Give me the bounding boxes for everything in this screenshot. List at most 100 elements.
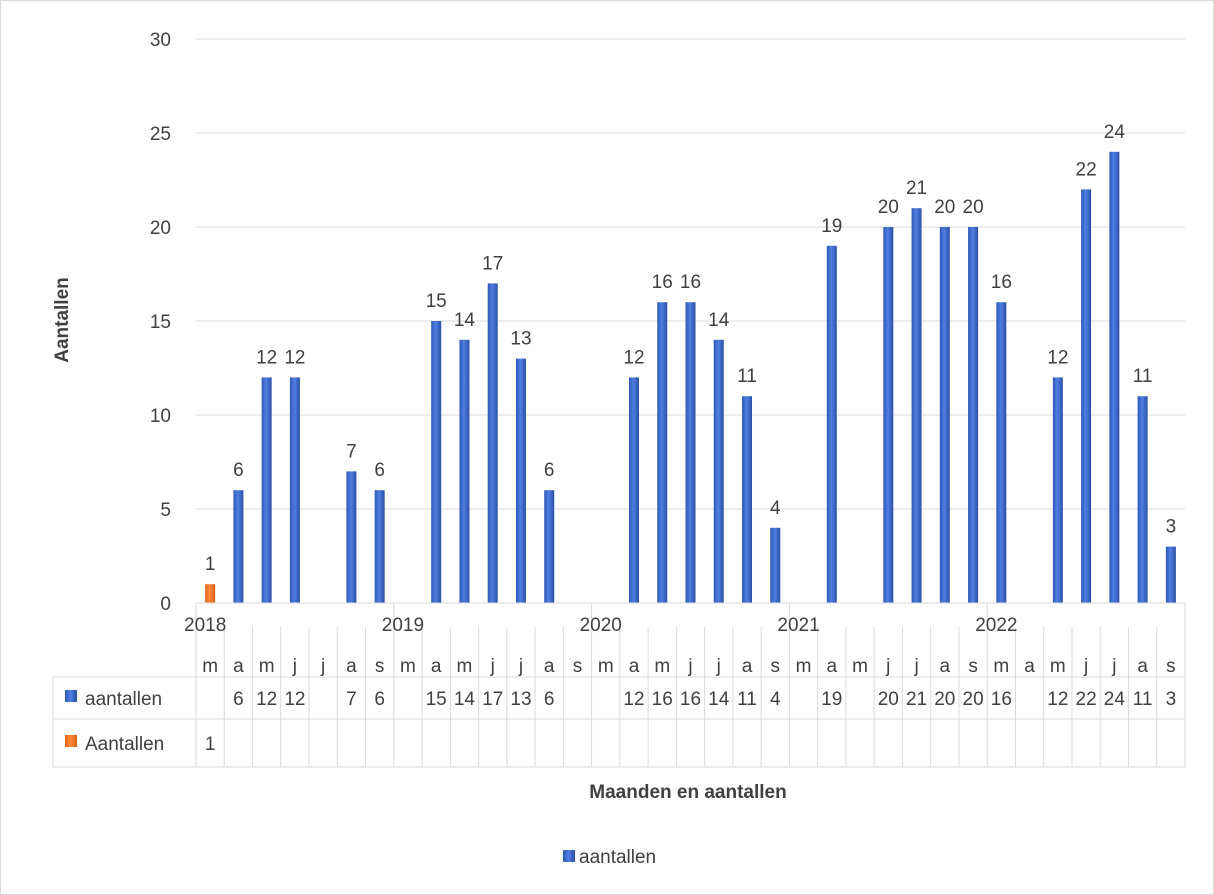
table-cell: 22 (1076, 689, 1097, 710)
month-label: j (716, 656, 721, 677)
data-label: 6 (233, 460, 244, 481)
table-cell: 14 (454, 689, 476, 710)
month-label: s (375, 656, 385, 677)
year-label: 2022 (975, 615, 1017, 636)
bar (685, 302, 696, 603)
month-label: a (431, 656, 442, 677)
month-label: a (1137, 656, 1148, 677)
y-tick-label: 25 (150, 124, 171, 145)
data-label: 11 (737, 366, 757, 387)
data-label: 6 (544, 460, 555, 481)
legend: aantallen (563, 847, 656, 868)
month-label: s (1166, 656, 1176, 677)
year-label: 2020 (580, 615, 622, 636)
table-cell: 16 (652, 689, 673, 710)
data-label: 12 (284, 347, 305, 368)
bar (515, 358, 526, 603)
data-label: 20 (878, 197, 899, 218)
bar (939, 227, 950, 603)
month-label: j (1111, 656, 1116, 677)
bar (713, 339, 724, 603)
year-label: 2019 (382, 615, 424, 636)
table-cell: 20 (934, 689, 955, 710)
table-cell: 17 (482, 689, 503, 710)
table-cell: 3 (1166, 689, 1177, 710)
bar (459, 339, 470, 603)
data-label: 4 (770, 498, 781, 519)
data-label: 3 (1166, 517, 1177, 538)
month-label: a (233, 656, 244, 677)
bar (657, 302, 668, 603)
table-cell: 4 (770, 689, 781, 710)
month-label: m (993, 656, 1009, 677)
month-label: a (940, 656, 951, 677)
bar (628, 377, 639, 603)
month-label: j (885, 656, 890, 677)
bar (487, 283, 498, 603)
bar (968, 227, 979, 603)
bar (911, 208, 922, 603)
bar (1109, 151, 1120, 604)
bar (770, 527, 781, 603)
month-label: m (796, 656, 812, 677)
month-label: a (544, 656, 555, 677)
y-tick-label: 5 (160, 500, 171, 521)
x-axis-title: Maanden en aantallen (589, 782, 786, 803)
month-label: s (771, 656, 781, 677)
data-label: 15 (426, 291, 447, 312)
month-label: j (913, 656, 918, 677)
bar (346, 471, 357, 603)
bar (826, 245, 837, 604)
legend-key (563, 850, 575, 862)
data-label: 24 (1104, 122, 1126, 143)
bars (205, 151, 1176, 604)
table-cell: 6 (544, 689, 555, 710)
table-cell: 12 (256, 689, 277, 710)
data-label: 21 (906, 178, 927, 199)
month-label: j (518, 656, 523, 677)
data-label: 14 (454, 310, 476, 331)
bar (1052, 377, 1063, 603)
month-label: m (457, 656, 473, 677)
bar (374, 490, 385, 603)
month-label: m (400, 656, 416, 677)
month-label: j (292, 656, 297, 677)
table-cell: 6 (374, 689, 385, 710)
data-label: 22 (1076, 159, 1097, 180)
month-label: a (629, 656, 640, 677)
series-key (65, 690, 77, 702)
month-label: j (320, 656, 325, 677)
bar (431, 321, 442, 603)
table-cell: 20 (878, 689, 899, 710)
month-label: m (852, 656, 868, 677)
year-label: 2018 (184, 615, 226, 636)
table-cell: 12 (284, 689, 305, 710)
table-cell: 12 (1047, 689, 1068, 710)
data-label: 11 (1133, 366, 1153, 387)
month-label: m (1050, 656, 1066, 677)
table-cell: 20 (963, 689, 984, 710)
month-label: a (826, 656, 837, 677)
bar (1165, 546, 1176, 603)
month-label: a (1024, 656, 1035, 677)
month-label: a (742, 656, 753, 677)
bar (205, 584, 216, 603)
table-cell: 19 (821, 689, 842, 710)
data-label: 12 (1047, 347, 1068, 368)
y-axis-title: Aantallen (52, 277, 73, 363)
y-tick-label: 10 (150, 406, 171, 427)
series-key (65, 735, 77, 747)
y-axis-tick-labels: 0 5 10 15 20 25 30 (150, 30, 171, 615)
bar (996, 302, 1007, 603)
month-label: s (573, 656, 583, 677)
series-name: Aantallen (85, 734, 164, 755)
bar (1137, 396, 1148, 603)
bar (261, 377, 272, 603)
year-label: 2021 (777, 615, 819, 636)
table-cell: 13 (510, 689, 531, 710)
data-label: 19 (821, 216, 842, 237)
bar (289, 377, 300, 603)
bar (742, 396, 753, 603)
